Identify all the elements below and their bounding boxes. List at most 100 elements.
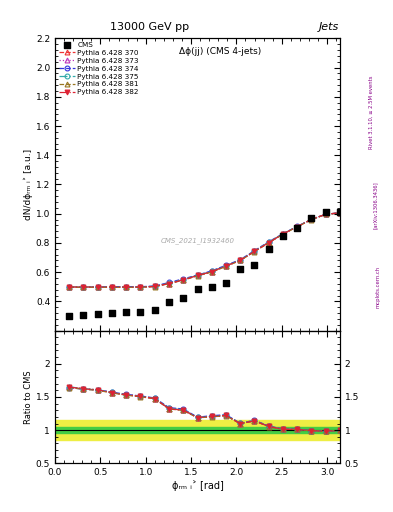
Pythia 6.428 381 [167,281,171,287]
Pythia 6.428 382 [338,210,342,216]
Pythia 6.428 374 [124,284,129,290]
Pythia 6.428 370 [152,283,157,289]
Pythia 6.428 381 [124,284,129,290]
CMS [95,310,101,318]
X-axis label: ϕᵣₘ ᵢ˃ [rad]: ϕᵣₘ ᵢ˃ [rad] [172,480,223,491]
Pythia 6.428 375 [95,284,100,290]
Pythia 6.428 382 [81,284,86,290]
Pythia 6.428 375 [209,268,214,274]
Pythia 6.428 373 [95,284,100,290]
Pythia 6.428 375 [323,211,328,218]
CMS [337,208,343,217]
CMS [223,279,229,287]
Pythia 6.428 382 [181,277,185,283]
Pythia 6.428 381 [67,284,72,290]
Pythia 6.428 374 [138,284,143,290]
Pythia 6.428 374 [224,262,228,268]
Y-axis label: dN/dϕᵣₘ ᵢ˃ [a.u.]: dN/dϕᵣₘ ᵢ˃ [a.u.] [24,149,33,220]
Pythia 6.428 381 [281,231,285,237]
Pythia 6.428 381 [95,284,100,290]
Pythia 6.428 382 [195,272,200,279]
Pythia 6.428 374 [95,284,100,290]
Pythia 6.428 374 [266,239,271,245]
Pythia 6.428 374 [181,276,185,282]
Pythia 6.428 373 [309,217,314,223]
Pythia 6.428 375 [224,263,228,269]
Text: [arXiv:1306.3436]: [arXiv:1306.3436] [373,181,378,229]
Text: 13000 GeV pp: 13000 GeV pp [110,22,189,32]
Pythia 6.428 382 [252,248,257,254]
Pythia 6.428 374 [281,230,285,237]
Pythia 6.428 373 [281,231,285,237]
Pythia 6.428 370 [238,257,242,263]
Pythia 6.428 373 [195,272,200,279]
Pythia 6.428 370 [209,269,214,275]
Pythia 6.428 381 [152,284,157,290]
Line: Pythia 6.428 382: Pythia 6.428 382 [67,210,342,289]
Pythia 6.428 382 [110,284,114,290]
Pythia 6.428 381 [238,258,242,264]
Pythia 6.428 373 [124,284,129,290]
Pythia 6.428 374 [209,268,214,274]
CMS [251,261,257,269]
Pythia 6.428 382 [323,211,328,218]
Pythia 6.428 375 [252,248,257,254]
Pythia 6.428 375 [266,239,271,245]
Pythia 6.428 370 [67,284,72,290]
Pythia 6.428 373 [224,263,228,269]
Pythia 6.428 370 [224,263,228,269]
Pythia 6.428 375 [338,210,342,216]
Pythia 6.428 382 [209,269,214,275]
Pythia 6.428 370 [181,277,185,283]
Pythia 6.428 373 [181,277,185,283]
Pythia 6.428 374 [323,211,328,218]
CMS [152,306,158,314]
Pythia 6.428 381 [138,284,143,290]
Pythia 6.428 370 [281,231,285,237]
Pythia 6.428 373 [323,211,328,218]
Pythia 6.428 370 [95,284,100,290]
Pythia 6.428 381 [195,273,200,279]
Pythia 6.428 375 [167,280,171,286]
Pythia 6.428 370 [266,240,271,246]
Pythia 6.428 381 [338,210,342,216]
CMS [180,294,186,303]
Pythia 6.428 382 [266,240,271,246]
Pythia 6.428 373 [266,240,271,246]
CMS [237,265,243,273]
CMS [137,308,143,316]
Bar [55,420,340,440]
Pythia 6.428 375 [309,217,314,223]
CMS [166,298,172,306]
Pythia 6.428 370 [167,281,171,287]
Legend: CMS, Pythia 6.428 370, Pythia 6.428 373, Pythia 6.428 374, Pythia 6.428 375, Pyt: CMS, Pythia 6.428 370, Pythia 6.428 373,… [57,40,140,97]
Pythia 6.428 373 [138,284,143,290]
Pythia 6.428 373 [152,283,157,289]
Pythia 6.428 374 [152,283,157,289]
Pythia 6.428 370 [295,224,299,230]
Pythia 6.428 374 [195,272,200,278]
Pythia 6.428 370 [338,210,342,216]
CMS [209,283,215,291]
Bar [55,427,340,434]
Pythia 6.428 382 [295,224,299,230]
Pythia 6.428 374 [309,217,314,223]
Pythia 6.428 373 [81,284,86,290]
Pythia 6.428 381 [110,284,114,290]
CMS [80,311,86,319]
Pythia 6.428 382 [152,283,157,289]
Pythia 6.428 370 [195,272,200,279]
Pythia 6.428 382 [124,284,129,290]
Pythia 6.428 370 [124,284,129,290]
Pythia 6.428 375 [195,272,200,279]
Line: Pythia 6.428 375: Pythia 6.428 375 [67,210,342,289]
Text: Δϕ(jj) (CMS 4-jets): Δϕ(jj) (CMS 4-jets) [179,47,261,56]
Pythia 6.428 375 [81,284,86,290]
CMS [266,245,272,253]
Pythia 6.428 375 [67,284,72,290]
Line: Pythia 6.428 381: Pythia 6.428 381 [67,210,342,290]
Pythia 6.428 382 [67,284,72,290]
CMS [308,214,314,222]
Pythia 6.428 370 [138,284,143,290]
Pythia 6.428 374 [295,223,299,229]
